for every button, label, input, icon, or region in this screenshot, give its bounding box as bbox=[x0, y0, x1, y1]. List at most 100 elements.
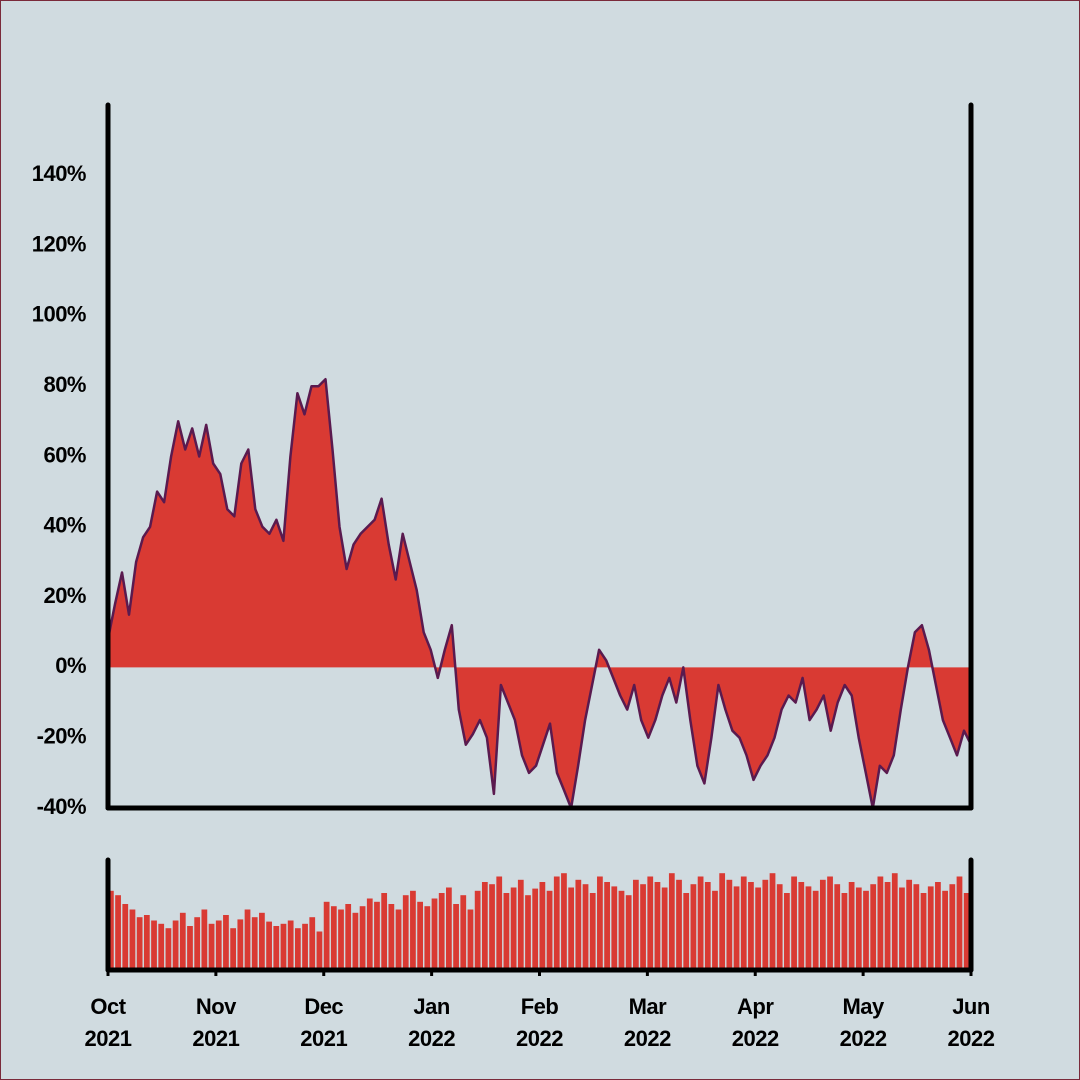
x-tick-label: 2022 bbox=[516, 1026, 563, 1051]
volume-bar bbox=[395, 909, 402, 970]
x-tick-label: Mar bbox=[629, 994, 668, 1019]
volume-bar bbox=[237, 919, 244, 970]
volume-bar bbox=[726, 879, 733, 970]
volume-bar bbox=[352, 912, 359, 970]
volume-bar bbox=[143, 915, 150, 970]
volume-bar bbox=[129, 909, 136, 970]
x-tick-label: May bbox=[842, 994, 885, 1019]
volume-bar bbox=[676, 879, 682, 970]
volume-bar bbox=[733, 886, 740, 970]
volume-bar bbox=[259, 912, 265, 970]
volume-bar bbox=[208, 923, 215, 970]
x-tick-label: 2022 bbox=[408, 1026, 455, 1051]
x-tick-label: 2021 bbox=[300, 1026, 347, 1051]
volume-bar bbox=[309, 917, 316, 970]
volume-bar bbox=[223, 915, 229, 970]
volume-bar bbox=[366, 898, 373, 970]
volume-bar bbox=[273, 926, 280, 970]
volume-bar bbox=[791, 876, 797, 970]
volume-bar bbox=[805, 886, 812, 970]
volume-bar bbox=[906, 879, 913, 970]
volume-bar bbox=[841, 893, 848, 970]
volume-bar bbox=[438, 893, 445, 970]
volume-bar bbox=[115, 895, 121, 970]
volume-bar bbox=[302, 923, 308, 970]
volume-bar bbox=[151, 920, 157, 970]
volume-bar bbox=[597, 876, 603, 970]
x-tick-label: 2022 bbox=[732, 1026, 779, 1051]
volume-bar bbox=[632, 879, 639, 970]
x-tick-label: Jun bbox=[952, 994, 990, 1019]
volume-bar bbox=[338, 909, 344, 970]
volume-bar bbox=[668, 873, 675, 970]
x-tick-label: 2022 bbox=[840, 1026, 887, 1051]
volume-bar bbox=[194, 917, 201, 970]
volume-bar bbox=[108, 890, 114, 970]
volume-bar bbox=[798, 882, 805, 970]
volume-bar bbox=[381, 893, 388, 970]
y-tick-label: 20% bbox=[43, 583, 86, 608]
volume-bar bbox=[417, 901, 423, 970]
y-tick-label: 0% bbox=[55, 653, 86, 678]
volume-bar bbox=[266, 921, 272, 970]
volume-bar bbox=[863, 890, 869, 970]
volume-bar bbox=[899, 887, 905, 970]
area bbox=[108, 379, 971, 808]
volume-bar bbox=[755, 887, 762, 970]
volume-bar bbox=[920, 893, 927, 970]
volume-bar bbox=[287, 920, 294, 970]
volume-bar bbox=[517, 879, 524, 970]
volume-bar bbox=[316, 931, 323, 970]
volume-bar bbox=[640, 884, 646, 970]
volume-bar bbox=[446, 887, 452, 970]
volume-bar bbox=[359, 906, 366, 970]
volume-bar bbox=[323, 901, 330, 970]
volume-bar bbox=[474, 890, 481, 970]
volume-bar bbox=[748, 882, 754, 970]
volume-bar bbox=[201, 909, 208, 970]
volume-bar bbox=[481, 882, 488, 970]
volume-bar bbox=[776, 884, 783, 970]
volume-bar bbox=[165, 928, 172, 970]
volume-bar bbox=[582, 884, 589, 970]
volume-bar bbox=[388, 904, 395, 970]
volume-bar bbox=[611, 886, 618, 970]
volume-bar bbox=[625, 895, 632, 970]
volume-bar bbox=[510, 887, 517, 970]
volume-bar bbox=[812, 890, 819, 970]
volume-bar bbox=[683, 893, 690, 970]
volume-bar bbox=[410, 890, 416, 970]
volume-bar bbox=[553, 876, 560, 970]
y-tick-label: 100% bbox=[32, 302, 86, 327]
y-tick-label: 140% bbox=[32, 161, 86, 186]
x-tick-label: Apr bbox=[737, 994, 774, 1019]
volume-bar bbox=[330, 906, 337, 970]
x-tick-label: 2021 bbox=[192, 1026, 239, 1051]
volume-bar bbox=[740, 876, 747, 970]
y-tick-label: 80% bbox=[43, 372, 86, 397]
y-tick-label: 60% bbox=[43, 442, 86, 467]
y-tick-label: -40% bbox=[37, 794, 86, 819]
volume-bar bbox=[179, 912, 186, 970]
volume-bar bbox=[539, 882, 546, 970]
volume-bar bbox=[230, 928, 237, 970]
volume-bar bbox=[136, 917, 143, 970]
x-tick-label: Oct bbox=[90, 994, 126, 1019]
volume-bar bbox=[122, 904, 129, 970]
y-tick-label: 40% bbox=[43, 513, 86, 538]
volume-bar bbox=[913, 884, 920, 970]
x-tick-label: 2022 bbox=[624, 1026, 671, 1051]
volume-bar bbox=[460, 895, 467, 970]
volume-bar bbox=[949, 884, 956, 970]
x-tick-label: 2022 bbox=[948, 1026, 995, 1051]
volume-bar bbox=[589, 893, 596, 970]
volume-bar bbox=[891, 873, 898, 970]
volume-bar bbox=[819, 879, 826, 970]
x-tick-label: Nov bbox=[196, 994, 237, 1019]
volume-bar bbox=[431, 898, 438, 970]
volume-bar bbox=[568, 887, 575, 970]
volume-bar bbox=[956, 876, 963, 970]
volume-bar bbox=[561, 873, 567, 970]
x-tick-label: Jan bbox=[413, 994, 449, 1019]
